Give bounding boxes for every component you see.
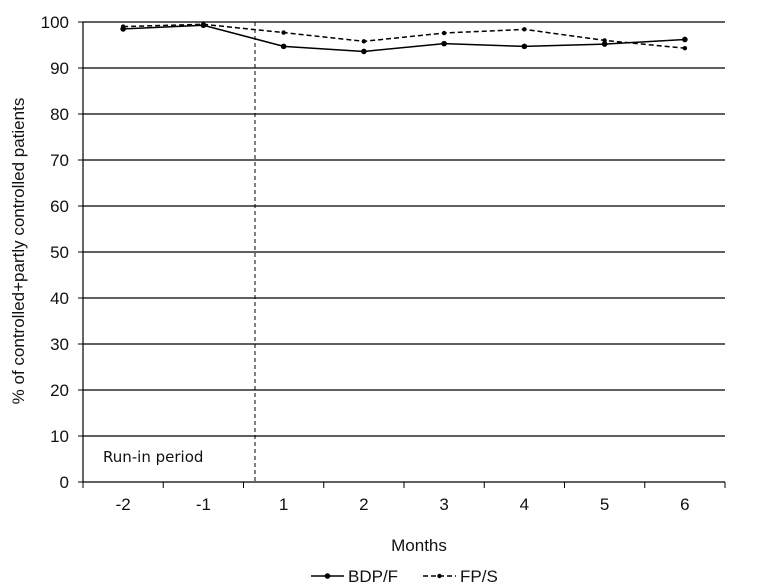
data-point-fp-s <box>201 22 206 27</box>
y-tick-label: 50 <box>50 243 69 262</box>
y-tick-label: 100 <box>41 13 69 32</box>
data-point-fp-s <box>120 24 126 29</box>
data-point-bdp-f <box>280 43 287 50</box>
data-point-fp-s <box>682 46 688 51</box>
y-tick-label: 90 <box>50 59 69 78</box>
data-point-bdp-f <box>682 36 688 43</box>
data-point-fp-s <box>441 30 447 36</box>
x-tick-label: 2 <box>359 495 368 514</box>
data-point-bdp-f <box>361 48 367 55</box>
y-tick-label: 20 <box>50 381 69 400</box>
data-point-fp-s <box>522 27 527 32</box>
y-tick-label: 80 <box>50 105 69 124</box>
run-in-annotation: Run-in period <box>103 448 203 466</box>
y-tick-labels: 0 10 20 30 40 50 60 70 80 90 100 <box>41 13 69 492</box>
x-tick-label: 3 <box>439 495 448 514</box>
data-point-bdp-f <box>601 41 608 47</box>
x-axis-title: Months <box>391 536 447 555</box>
y-tick-label: 40 <box>50 289 69 308</box>
legend: BDP/F FP/S <box>311 567 498 585</box>
series-line-bdp-f <box>123 24 685 53</box>
legend-label-bdp-f: BDP/F <box>348 567 398 585</box>
y-axis-title: % of controlled+partly controlled patien… <box>9 98 28 405</box>
legend-marker-fp-s <box>437 573 442 579</box>
series-group <box>120 22 688 55</box>
data-point-bdp-f <box>521 43 528 50</box>
y-tick-label: 60 <box>50 197 69 216</box>
gridlines <box>78 21 725 483</box>
x-tick-label: -2 <box>116 495 131 514</box>
x-tick-label: 1 <box>279 495 288 514</box>
data-point-fp-s <box>602 38 607 43</box>
x-tick-label: 4 <box>520 495 529 514</box>
x-tick-label: -1 <box>196 495 211 514</box>
legend-label-fp-s: FP/S <box>460 567 498 585</box>
data-point-bdp-f <box>441 40 447 47</box>
data-point-fp-s <box>361 39 367 44</box>
legend-marker-bdp-f <box>324 573 331 579</box>
data-point-fp-s <box>281 30 286 35</box>
x-tick-label: 6 <box>680 495 689 514</box>
y-tick-label: 10 <box>50 427 69 446</box>
y-tick-label: 30 <box>50 335 69 354</box>
series-line-fp-s <box>123 23 685 49</box>
x-tick-labels: -2 -1 1 2 3 4 5 6 <box>116 495 690 514</box>
x-tick-label: 5 <box>600 495 609 514</box>
y-tick-label: 0 <box>60 473 69 492</box>
axes <box>82 22 726 488</box>
y-tick-label: 70 <box>50 151 69 170</box>
